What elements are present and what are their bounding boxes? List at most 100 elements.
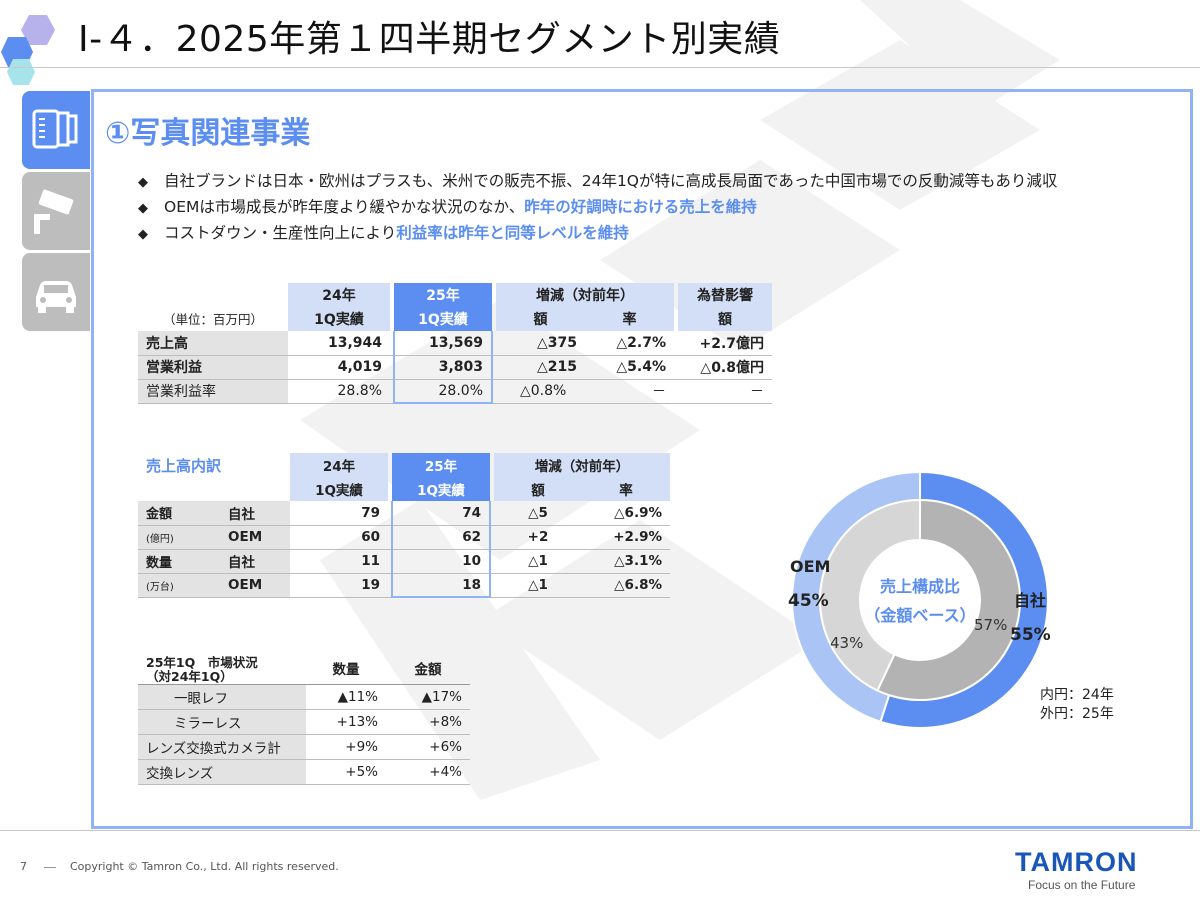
inner-slice-jisha	[876, 498, 1021, 701]
breakdown-title: 売上高内訳	[146, 457, 222, 475]
footer-divider	[0, 830, 1200, 831]
footer-dash	[44, 867, 56, 868]
tab-mobility[interactable]	[22, 253, 90, 331]
cell-value: △1	[494, 573, 582, 598]
cell-value: 28.8%	[288, 379, 390, 404]
col-header-qty: 数量	[306, 652, 386, 685]
cell-value: 19	[290, 573, 388, 598]
row-label: 売上高	[138, 331, 288, 356]
jisha-outer-percent: 55%	[1010, 625, 1051, 645]
cell-value: △5	[494, 501, 582, 526]
tab-camera-lens[interactable]	[22, 91, 90, 169]
bullet-mark: ◆	[138, 201, 148, 216]
legend-outer: 外円：25年	[1040, 706, 1114, 722]
market-title-line2: （対24年1Q）	[146, 668, 233, 684]
sales-composition-donut-chart: 売上構成比 （金額ベース） OEM 45% 43% 自社 57% 55%	[788, 470, 1051, 729]
cell-value: △0.8%	[496, 379, 585, 404]
table-row: 一眼レフ ▲11% ▲17%	[138, 684, 470, 710]
bullet-highlight: 利益率は昨年と同等レベルを維持	[396, 224, 629, 242]
bullet-item: ◆ 自社ブランドは日本・欧州はプラスも、米州での販売不振、24年1Qが特に高成長局…	[138, 168, 1057, 194]
cell-value: 13,944	[288, 331, 390, 356]
group-label: 金額	[138, 501, 220, 526]
unit-label: （単位：百万円）	[162, 312, 263, 327]
table-row: (億円) OEM 60 62 +2 +2.9%	[138, 525, 670, 550]
cell-value: 11	[290, 549, 388, 574]
cell-value: 13,569	[393, 331, 493, 356]
col-header-24: 24年	[288, 283, 390, 307]
table-row: 営業利益率 28.8% 28.0% △0.8% － －	[138, 379, 772, 404]
chart-subtitle: （金額ベース）	[864, 606, 975, 625]
market-status-table: 25年1Q 市場状況 （対24年1Q） 数量 金額 一眼レフ ▲11% ▲17%…	[138, 652, 470, 785]
cell-value: △2.7%	[585, 331, 674, 356]
cell-value: +13%	[306, 709, 386, 735]
section-title: ①写真関連事業	[105, 116, 311, 151]
market-title-line1: 25年1Q 市場状況	[146, 654, 258, 670]
cell-value: +5%	[306, 759, 386, 785]
cell-value: 4,019	[288, 355, 390, 380]
table-row: 売上高 13,944 13,569 △375 △2.7% +2.7億円	[138, 331, 772, 356]
row-label: ミラーレス	[138, 709, 306, 735]
chart-title: 売上構成比	[880, 577, 960, 596]
col-header-amt: 金額	[386, 652, 470, 685]
cell-value: △1	[494, 549, 582, 574]
bullet-mark: ◆	[138, 227, 148, 242]
cell-value: △215	[496, 355, 585, 380]
col-header-amount: 額	[496, 307, 585, 331]
col-header-rate: 率	[582, 477, 670, 501]
col-header-fx: 為替影響	[678, 283, 772, 307]
bullet-item: ◆ コストダウン・生産性向上により利益率は昨年と同等レベルを維持	[138, 220, 1057, 246]
inner-slice-oem	[819, 498, 921, 692]
cell-value: △6.9%	[582, 501, 670, 526]
cell-value: +2.7億円	[678, 331, 772, 356]
table-row: ミラーレス +13% +8%	[138, 709, 470, 735]
col-subheader-24: 1Q実績	[288, 307, 390, 331]
col-subheader-24: 1Q実績	[290, 477, 388, 501]
row-label: 営業利益率	[138, 379, 288, 404]
results-table: （単位：百万円） 24年 25年 増減（対前年） 為替影響 1Q実績 1Q実績 …	[138, 283, 772, 404]
bullet-list: ◆ 自社ブランドは日本・欧州はプラスも、米州での販売不振、24年1Qが特に高成長局…	[138, 168, 1057, 246]
hexagon-decoration	[21, 15, 55, 45]
col-header-25: 25年	[392, 453, 490, 477]
hexagon-decoration	[7, 59, 35, 85]
car-icon	[36, 281, 76, 313]
group-unit: (万台)	[138, 573, 220, 598]
group-unit: (億円)	[138, 525, 220, 550]
cell-value: 79	[290, 501, 388, 526]
col-subheader-25: 1Q実績	[392, 477, 490, 501]
cell-value: +4%	[386, 759, 470, 785]
tamron-logo: TAMRON	[1015, 847, 1138, 877]
col-header-rate: 率	[585, 307, 674, 331]
col-header-24: 24年	[290, 453, 388, 477]
table-row: 営業利益 4,019 3,803 △215 △5.4% △0.8億円	[138, 355, 772, 380]
cell-value: 3,803	[393, 355, 493, 380]
bullet-mark: ◆	[138, 175, 148, 190]
cell-value: +9%	[306, 734, 386, 760]
col-header-diff: 増減（対前年）	[496, 283, 674, 307]
jisha-inner-percent: 57%	[974, 616, 1007, 634]
cell-value: △5.4%	[585, 355, 674, 380]
cell-value: +8%	[386, 709, 470, 735]
header-divider	[0, 67, 1200, 68]
camera-lens-icon	[32, 109, 78, 149]
legend-inner: 内円：24年	[1040, 687, 1114, 703]
cell-value: +2.9%	[582, 525, 670, 550]
copyright-text: Copyright © Tamron Co., Ltd. All rights …	[70, 860, 339, 873]
cell-value: ▲17%	[386, 684, 470, 710]
table-row: 交換レンズ +5% +4%	[138, 759, 470, 785]
oem-inner-percent: 43%	[830, 634, 863, 652]
row-label: 営業利益	[138, 355, 288, 380]
oem-outer-percent: 45%	[788, 591, 829, 611]
cell-value: 10	[391, 549, 491, 574]
cell-value: 18	[391, 573, 491, 598]
bullet-text: OEMは市場成長が昨年度より緩やかな状況のなか、	[164, 198, 525, 216]
cell-value: +2	[494, 525, 582, 550]
col-header-amount: 額	[494, 477, 582, 501]
cell-value: 28.0%	[393, 379, 493, 404]
cell-value: △6.8%	[582, 573, 670, 598]
oem-label: OEM	[790, 557, 830, 576]
cell-value: +6%	[386, 734, 470, 760]
surveillance-camera-icon	[34, 189, 74, 234]
table-row: (万台) OEM 19 18 △1 △6.8%	[138, 573, 670, 598]
row-label: 一眼レフ	[138, 684, 306, 710]
tab-surveillance[interactable]	[22, 172, 90, 250]
